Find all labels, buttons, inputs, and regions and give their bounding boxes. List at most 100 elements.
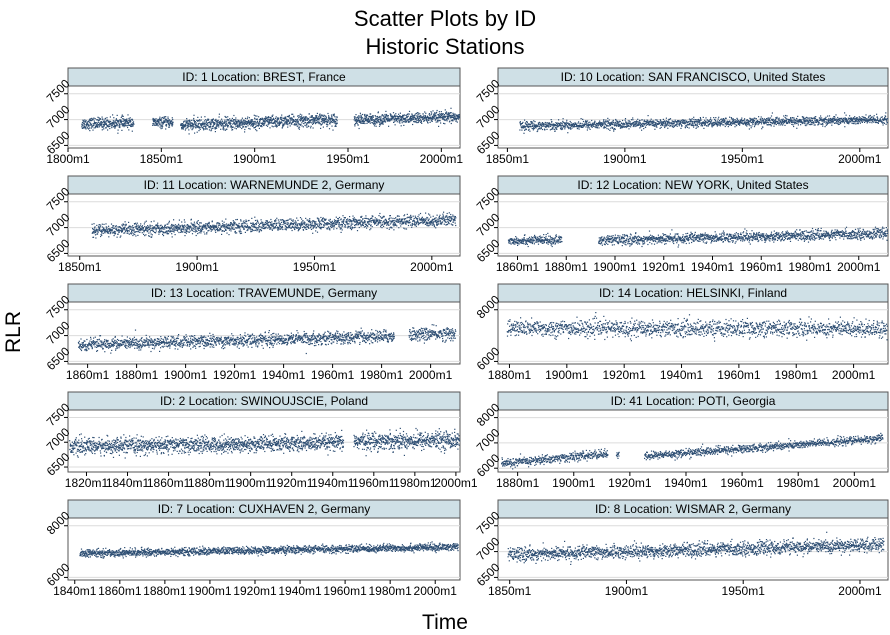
data-point [361,123,362,124]
data-point [796,128,797,129]
data-point [811,120,812,121]
data-point [251,229,252,230]
data-point [836,123,837,124]
data-point [162,126,163,127]
data-point [620,121,621,122]
data-point [96,124,97,125]
data-point [199,119,200,120]
data-point [272,120,273,121]
data-point [212,128,213,129]
data-point [658,121,659,122]
data-point [160,127,161,128]
data-point [582,127,583,128]
data-point [783,119,784,120]
data-point [244,131,245,132]
data-point [331,116,332,117]
data-point [213,126,214,127]
data-point [839,122,840,123]
data-point [239,223,240,224]
data-point [612,124,613,125]
data-point [133,121,134,122]
data-point [301,122,302,123]
data-point [290,121,291,122]
data-point [190,231,191,232]
data-point [542,129,543,130]
data-point [117,124,118,125]
data-point [319,122,320,123]
data-point [225,125,226,126]
data-point [844,126,845,127]
data-point [218,124,219,125]
data-point [273,118,274,119]
data-point [130,120,131,121]
data-point [615,129,616,130]
data-point [166,228,167,229]
data-point [222,121,223,122]
data-point [370,123,371,124]
data-point [160,125,161,126]
data-point [831,125,832,126]
data-point [256,130,257,131]
data-point [325,116,326,117]
data-point [656,120,657,121]
data-point [591,126,592,127]
data-point [247,229,248,230]
data-point [120,235,121,236]
data-point [301,116,302,117]
data-point [194,224,195,225]
data-point [453,114,454,115]
data-point [184,227,185,228]
data-point [630,126,631,127]
data-point [793,117,794,118]
data-point [762,121,763,122]
data-point [604,123,605,124]
data-point [239,226,240,227]
data-point [153,123,154,124]
data-point [280,123,281,124]
data-point [103,224,104,225]
data-point [613,120,614,121]
data-point [132,232,133,233]
data-point [155,232,156,233]
data-point [130,226,131,227]
data-point [175,234,176,235]
data-point [190,120,191,121]
data-point [305,122,306,123]
data-point [886,124,887,125]
data-point [114,124,115,125]
data-point [132,235,133,236]
data-point [429,113,430,114]
data-point [532,123,533,124]
data-point [869,122,870,123]
data-point [195,226,196,227]
data-point [599,121,600,122]
data-point [215,232,216,233]
data-point [528,126,529,127]
data-point [729,117,730,118]
data-point [360,123,361,124]
data-point [360,117,361,118]
data-point [136,224,137,225]
data-point [724,119,725,120]
data-point [459,114,460,115]
data-point [761,123,762,124]
data-point [656,127,657,128]
data-point [236,232,237,233]
data-point [779,122,780,123]
data-point [117,115,118,116]
data-point [722,124,723,125]
data-point [357,123,358,124]
data-point [800,124,801,125]
data-point [277,120,278,121]
data-point [532,125,533,126]
data-point [797,122,798,123]
data-point [195,127,196,128]
data-point [261,219,262,220]
data-point [222,221,223,222]
data-point [369,120,370,121]
data-point [170,228,171,229]
data-point [233,127,234,128]
data-point [95,237,96,238]
data-point [224,121,225,122]
data-point [663,123,664,124]
